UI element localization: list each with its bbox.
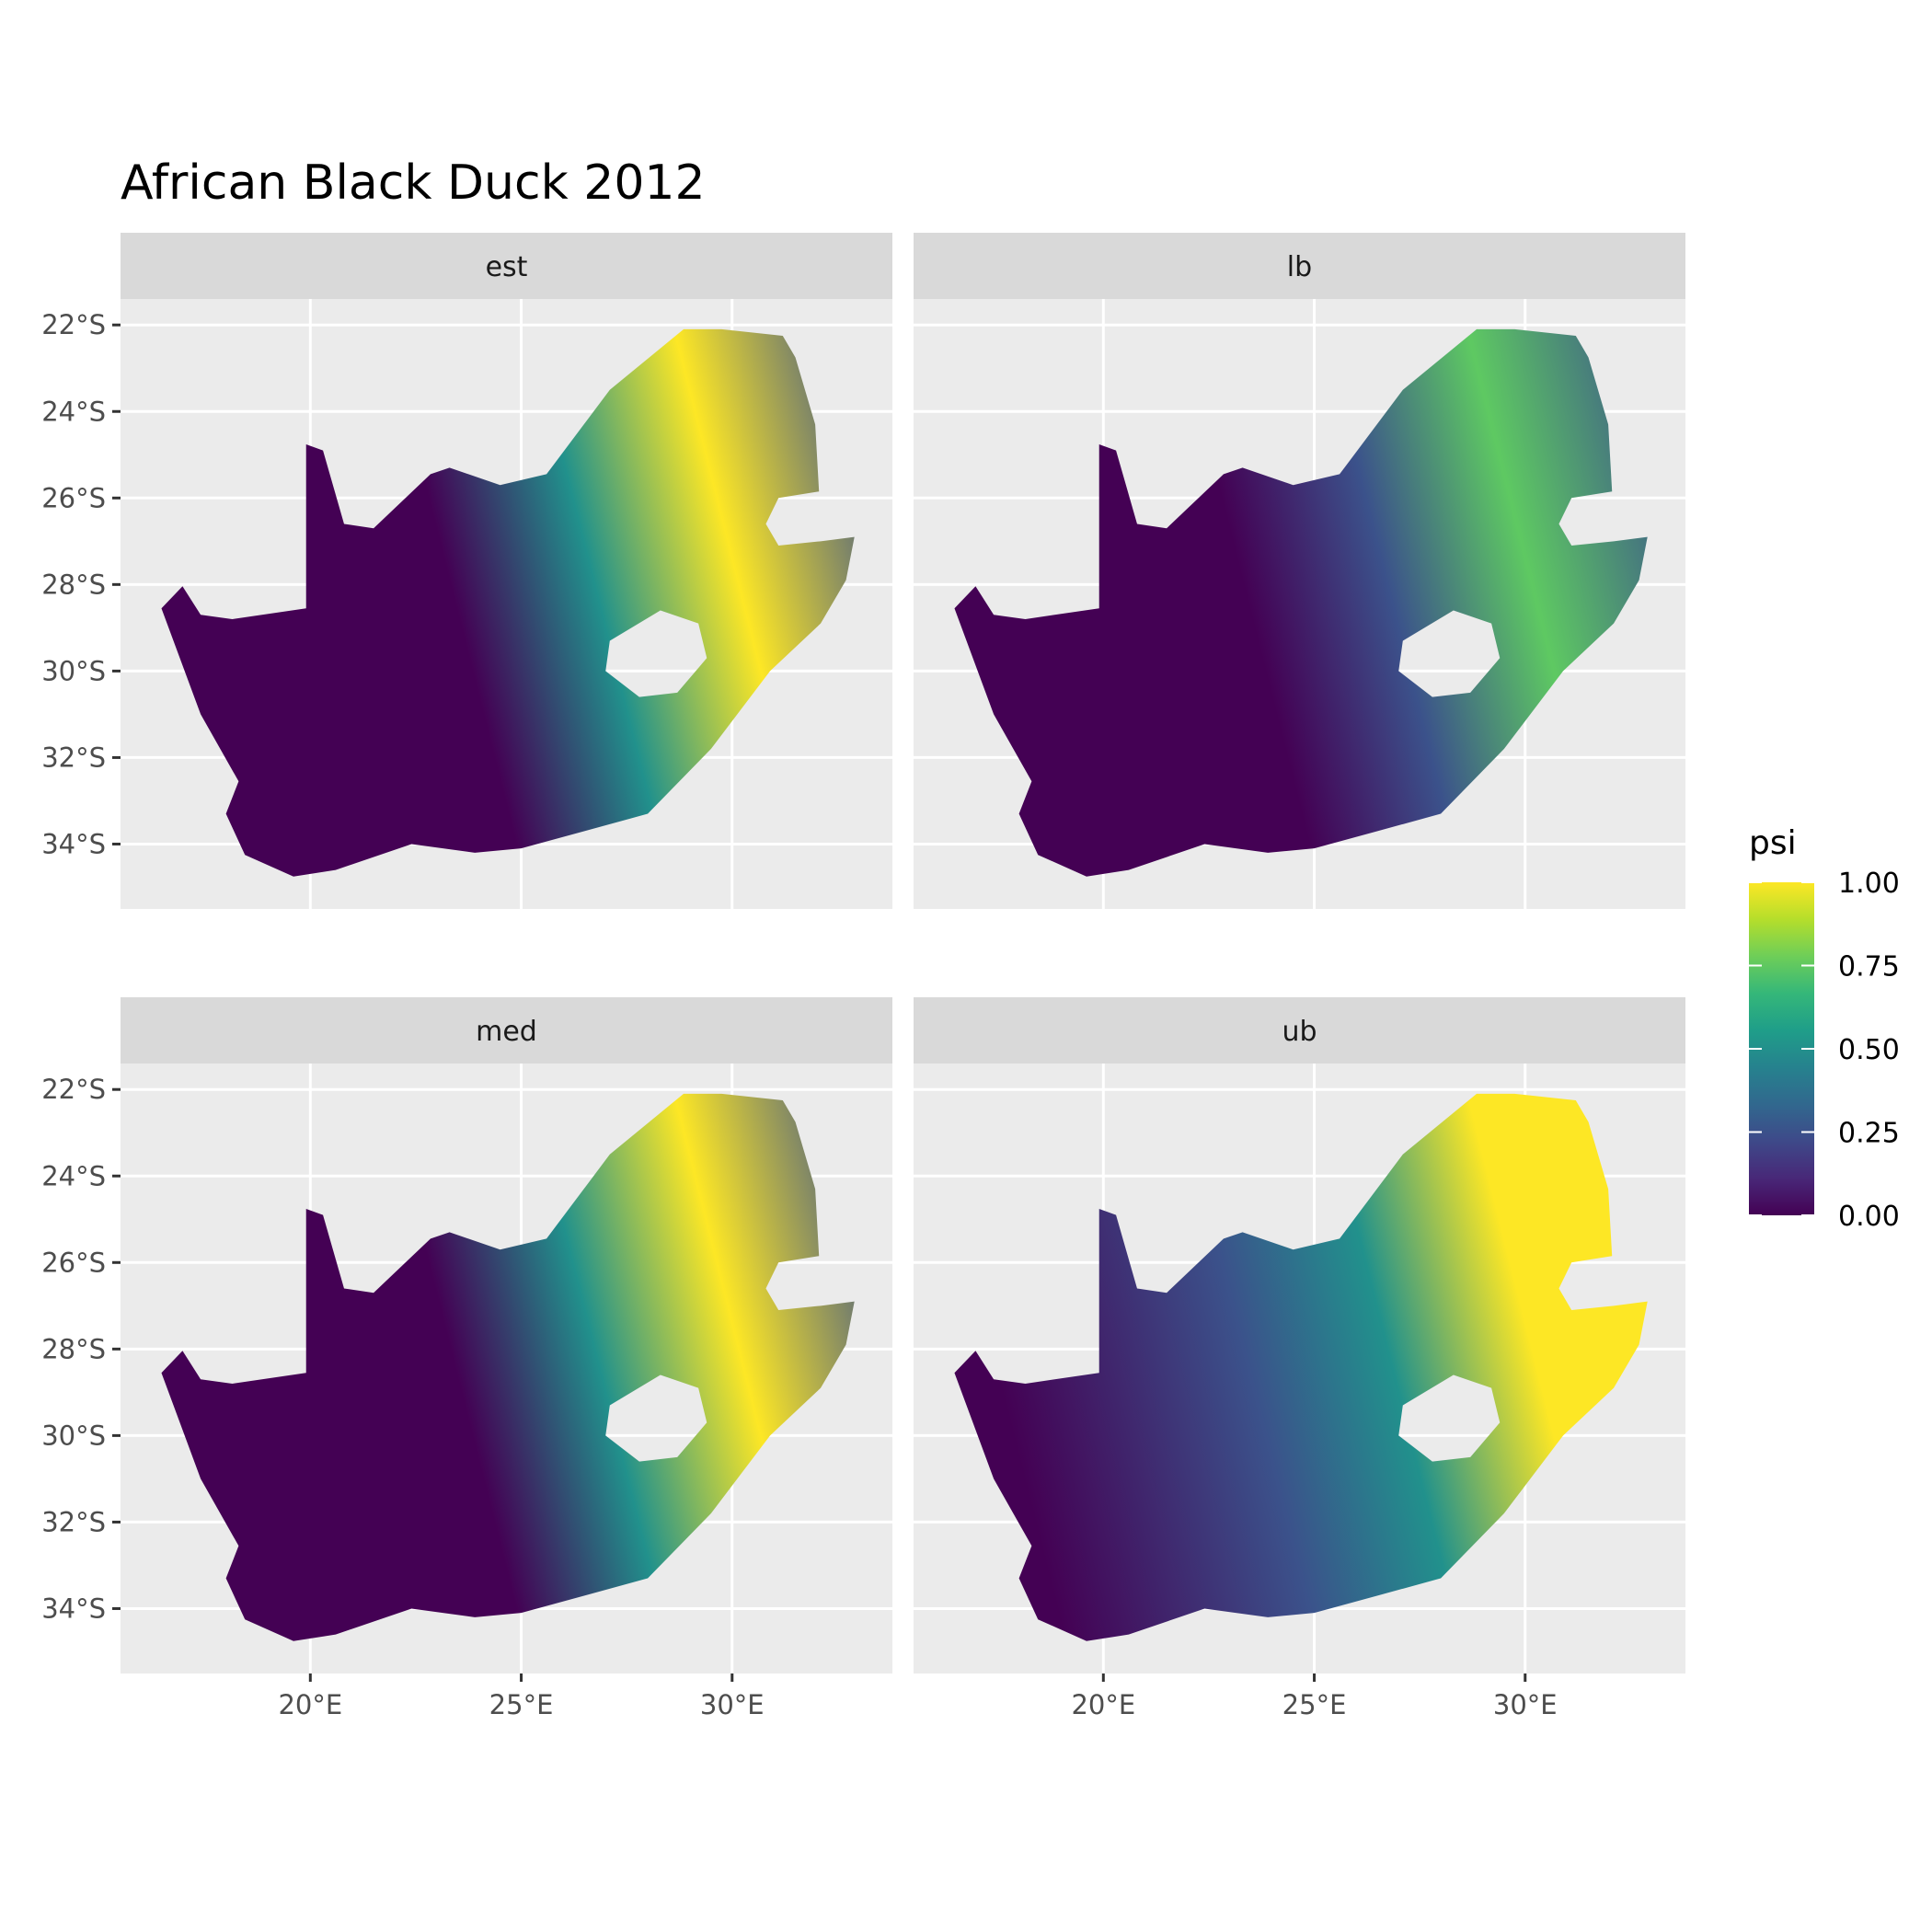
raster-texture xyxy=(954,1093,1648,1641)
y-tick-label: 28°S xyxy=(41,569,106,600)
y-tick-label: 32°S xyxy=(41,742,106,773)
facet-panel-med: med 22°S 24°S 26°S 28°S 30°S 32°S 34°S 20°E 25°E 3… xyxy=(41,997,892,1720)
legend-title: psi xyxy=(1749,824,1797,862)
y-tick-label: 32°S xyxy=(41,1506,106,1537)
y-tick-label: 22°S xyxy=(41,1074,106,1105)
x-tick-label: 25°E xyxy=(1282,1689,1347,1720)
colorbar-label: 1.00 xyxy=(1838,868,1900,900)
facet-label: lb xyxy=(1287,251,1312,283)
y-tick-label: 24°S xyxy=(41,396,106,427)
x-tick-label: 20°E xyxy=(1071,1689,1135,1720)
facet-panel-est: est 22°S 24°S 26°S 28°S 30°S 32°S 34°S xyxy=(41,233,892,909)
y-tick-label: 30°S xyxy=(41,1420,106,1451)
y-tick-label: 34°S xyxy=(41,1593,106,1624)
raster-texture xyxy=(161,328,855,877)
colorbar-label: 0.00 xyxy=(1838,1201,1900,1233)
facet-strip xyxy=(914,997,1685,1064)
raster-texture xyxy=(954,328,1648,877)
x-tick-label: 30°E xyxy=(700,1689,765,1720)
y-tick-label: 26°S xyxy=(41,482,106,513)
facet-label: med xyxy=(476,1016,537,1048)
y-tick-label: 34°S xyxy=(41,828,106,859)
legend: psi 0.00 0.25 0.50 0.75 1.00 xyxy=(1749,824,1900,1233)
x-tick-label: 25°E xyxy=(489,1689,554,1720)
facet-label: est xyxy=(486,251,528,283)
x-tick-label: 20°E xyxy=(278,1689,342,1720)
colorbar-label: 0.50 xyxy=(1838,1034,1900,1066)
facet-strip xyxy=(121,233,892,299)
facet-strip xyxy=(914,233,1685,299)
y-tick-label: 26°S xyxy=(41,1247,106,1278)
facet-panel-ub: ub 20°E 25°E 30°E xyxy=(914,997,1685,1720)
colorbar-label: 0.25 xyxy=(1838,1118,1900,1150)
plot-title: African Black Duck 2012 xyxy=(121,155,706,211)
facet-panel-lb: lb xyxy=(914,233,1685,909)
y-tick-label: 24°S xyxy=(41,1160,106,1191)
colorbar-label: 0.75 xyxy=(1838,951,1900,983)
y-tick-label: 22°S xyxy=(41,309,106,340)
y-tick-label: 30°S xyxy=(41,655,106,686)
x-tick-label: 30°E xyxy=(1493,1689,1558,1720)
facet-label: ub xyxy=(1282,1016,1317,1048)
raster-texture xyxy=(161,1093,855,1641)
facet-strip xyxy=(121,997,892,1064)
y-tick-label: 28°S xyxy=(41,1333,106,1364)
